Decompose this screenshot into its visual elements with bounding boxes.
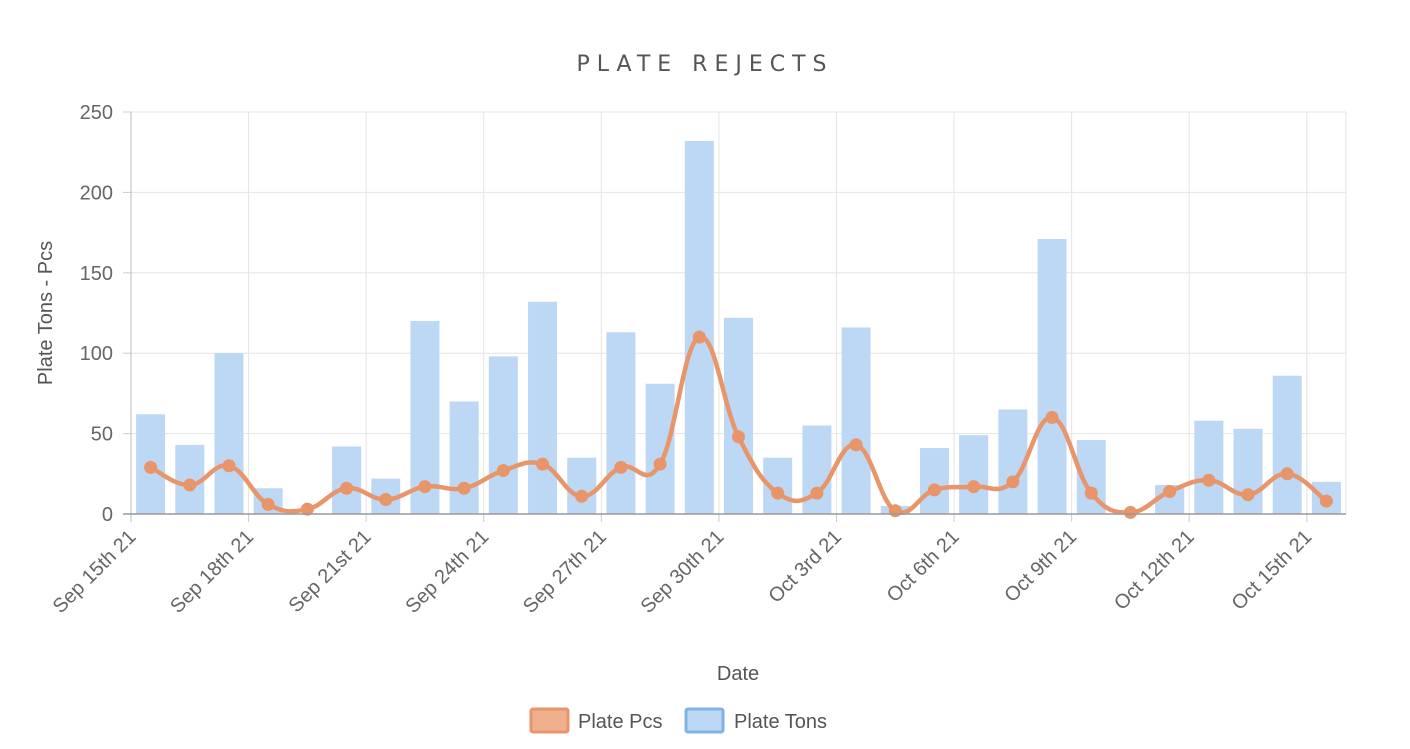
x-axis-title: Date [717, 663, 759, 685]
x-tick-label: Oct 9th 21 [1000, 526, 1081, 607]
point-plate-pcs[interactable] [1123, 505, 1137, 519]
chart-title: PLATE REJECTS [576, 52, 834, 77]
point-plate-pcs[interactable] [967, 480, 981, 494]
legend[interactable]: Plate Pcs Plate Tons [529, 707, 827, 734]
legend-label-plate-tons: Plate Tons [734, 711, 827, 733]
point-plate-pcs[interactable] [1202, 473, 1216, 487]
x-tick-label: Sep 18th 21 [166, 526, 258, 618]
point-plate-pcs[interactable] [1045, 411, 1059, 425]
point-plate-pcs[interactable] [1163, 484, 1177, 498]
point-plate-pcs[interactable] [575, 489, 589, 503]
point-plate-pcs[interactable] [183, 478, 197, 492]
bar-layer [136, 140, 1341, 515]
bar-plate-tons[interactable] [488, 356, 518, 514]
legend-item-plate-tons[interactable]: Plate Tons [684, 707, 827, 734]
x-tick-label: Oct 15th 21 [1228, 526, 1317, 615]
point-plate-pcs[interactable] [379, 493, 393, 507]
y-axis-title: Plate Tons - Pcs [35, 241, 57, 385]
y-tick-label: 200 [80, 182, 113, 204]
bar-plate-tons[interactable] [214, 353, 244, 514]
point-plate-pcs[interactable] [340, 481, 354, 495]
point-plate-pcs[interactable] [261, 497, 275, 511]
point-plate-pcs[interactable] [771, 486, 785, 500]
x-tick-label: Oct 3rd 21 [764, 526, 846, 608]
x-tick-label: Sep 27th 21 [519, 526, 611, 618]
bar-plate-tons[interactable] [1194, 420, 1224, 514]
point-plate-pcs[interactable] [222, 459, 236, 473]
bar-plate-tons[interactable] [684, 140, 714, 514]
point-plate-pcs[interactable] [692, 330, 706, 344]
y-tick-label: 50 [91, 424, 113, 446]
line-layer [144, 330, 1333, 519]
bar-plate-tons[interactable] [567, 457, 597, 514]
x-tick-label: Sep 21st 21 [285, 526, 376, 617]
bar-plate-tons[interactable] [919, 448, 949, 514]
point-plate-pcs[interactable] [732, 430, 745, 444]
point-plate-pcs[interactable] [457, 481, 471, 495]
x-tick-label: Sep 30th 21 [637, 526, 729, 618]
point-plate-pcs[interactable] [888, 504, 902, 518]
y-tick-label: 100 [80, 343, 113, 365]
x-tick-label: Oct 12th 21 [1110, 526, 1199, 615]
bar-plate-tons[interactable] [645, 383, 675, 514]
y-tick-label: 250 [80, 102, 113, 124]
bar-plate-tons[interactable] [1233, 428, 1263, 514]
point-plate-pcs[interactable] [810, 486, 824, 500]
point-plate-pcs[interactable] [536, 457, 550, 471]
point-plate-pcs[interactable] [927, 483, 941, 497]
bar-plate-tons[interactable] [449, 401, 479, 514]
bar-plate-tons[interactable] [1272, 375, 1302, 514]
legend-label-plate-pcs: Plate Pcs [578, 711, 662, 733]
bar-plate-tons[interactable] [332, 446, 362, 514]
bar-plate-tons[interactable] [528, 301, 558, 514]
legend-item-plate-pcs[interactable]: Plate Pcs [529, 707, 662, 734]
x-tick-label: Oct 6th 21 [883, 526, 964, 607]
bar-plate-tons[interactable] [606, 332, 636, 514]
point-plate-pcs[interactable] [300, 502, 314, 516]
point-plate-pcs[interactable] [1319, 494, 1333, 508]
bar-plate-tons[interactable] [959, 435, 989, 514]
x-tick-label: Sep 15th 21 [49, 526, 141, 618]
legend-swatch-plate-pcs [529, 707, 570, 734]
legend-swatch-plate-tons [684, 707, 725, 734]
point-plate-pcs[interactable] [653, 457, 667, 471]
x-tick-label: Sep 24th 21 [401, 526, 493, 618]
point-plate-pcs[interactable] [1006, 475, 1020, 489]
bar-plate-tons[interactable] [1037, 239, 1067, 515]
point-plate-pcs[interactable] [418, 480, 432, 494]
point-plate-pcs[interactable] [1241, 488, 1255, 502]
y-tick-label: 0 [102, 504, 113, 526]
point-plate-pcs[interactable] [144, 460, 158, 474]
point-plate-pcs[interactable] [1084, 486, 1098, 500]
point-plate-pcs[interactable] [496, 464, 510, 478]
y-tick-label: 150 [80, 263, 113, 285]
point-plate-pcs[interactable] [849, 438, 863, 452]
point-plate-pcs[interactable] [1280, 467, 1294, 481]
bar-plate-tons[interactable] [841, 327, 871, 514]
point-plate-pcs[interactable] [614, 460, 628, 474]
